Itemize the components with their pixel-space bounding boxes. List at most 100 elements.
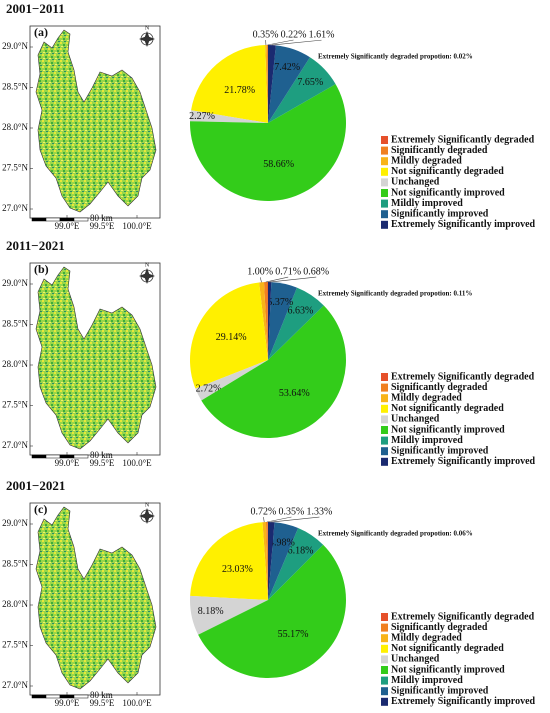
legend-swatch [381, 199, 388, 208]
legend-swatch [381, 697, 388, 706]
lat-label: 27.0°N [2, 440, 28, 450]
legend-swatch [381, 687, 388, 696]
legend-swatch [381, 394, 388, 403]
legend-label: Extremely Significantly degraded [391, 371, 535, 382]
leader-line [263, 517, 265, 523]
lat-label: 27.0°N [2, 680, 28, 690]
legend-label: Mildly improved [391, 435, 463, 446]
lat-label: 28.0°N [2, 359, 28, 369]
lat-label: 28.5°N [2, 82, 28, 92]
lat-label: 27.5°N [2, 400, 28, 410]
legend-swatch [381, 373, 388, 381]
pie-slice [265, 522, 268, 600]
north-arrow [139, 268, 155, 284]
panel-label: (c) [34, 502, 47, 516]
panel-label: (b) [34, 262, 49, 276]
panel-heading: 2001−2011 [6, 1, 65, 16]
value-label: 53.64% [279, 388, 310, 399]
annotation: Extremely Significantly degraded propoti… [318, 530, 473, 538]
map-region [35, 266, 157, 450]
legend-swatch [381, 136, 388, 144]
lat-label: 29.0°N [2, 41, 28, 51]
lat-label: 27.0°N [2, 203, 28, 213]
legend-label: Significantly improved [391, 208, 489, 219]
legend-label: Mildly degraded [391, 632, 462, 643]
legend-swatch [381, 634, 388, 643]
leader-line [259, 277, 262, 283]
legend-swatch [381, 146, 388, 155]
pie-slice [263, 282, 268, 360]
legend-label: Significantly degraded [391, 145, 488, 156]
legend-label: Not significantly improved [391, 424, 505, 435]
scale-bar [45, 694, 61, 699]
scale-label: 80 km [90, 450, 113, 460]
value-label: 1.00% [247, 267, 273, 278]
pie-slice [259, 282, 268, 360]
legend-label: Mildly improved [391, 675, 463, 686]
annotation: Extremely Significantly degraded propoti… [318, 290, 472, 298]
pie-slice [266, 45, 268, 123]
lat-label: 27.5°N [2, 640, 28, 650]
legend-swatch [381, 220, 388, 229]
value-label: 2.72% [196, 384, 222, 395]
annotation: Extremely Significantly degraded propoti… [318, 53, 473, 61]
value-label: 7.42% [274, 62, 300, 73]
lon-label: 99.0°E [55, 698, 80, 708]
legend-swatch [381, 157, 388, 166]
value-label: 23.03% [222, 564, 253, 575]
legend-swatch [381, 178, 388, 187]
scale-bar [45, 454, 61, 459]
scale-bar [59, 454, 75, 459]
scale-bar [73, 694, 89, 699]
legend-label: Unchanged [391, 177, 440, 188]
pie-slice [268, 287, 324, 360]
legend-label: Mildly improved [391, 198, 463, 209]
value-label: 0.35% [253, 29, 279, 40]
legend-label: Significantly degraded [391, 622, 488, 633]
scale-bar [59, 694, 75, 699]
lat-label: 29.0°N [2, 278, 28, 288]
pie-slice [268, 528, 324, 600]
legend-label: Not significantly improved [391, 187, 505, 198]
lat-label: 28.5°N [2, 319, 28, 329]
lat-label: 27.5°N [2, 163, 28, 173]
north-arrow [139, 508, 155, 524]
legend-label: Significantly improved [391, 445, 489, 456]
value-label: 2.27% [189, 111, 215, 122]
pie-slice [189, 84, 347, 202]
scale-bar [73, 454, 89, 459]
value-label: 6.18% [288, 546, 314, 557]
pie-slice [265, 45, 268, 123]
legend-swatch [381, 404, 388, 413]
north-arrow [139, 31, 155, 47]
lon-label: 99.5°E [90, 698, 115, 708]
scale-bar [31, 217, 47, 222]
leader-line [269, 276, 317, 283]
value-label: 6.63% [288, 306, 314, 317]
pie-slice [268, 522, 299, 600]
lat-label: 28.0°N [2, 122, 28, 132]
legend-label: Unchanged [391, 654, 440, 665]
value-label: 0.72% [251, 506, 277, 517]
legend-swatch [381, 436, 388, 445]
legend-swatch [381, 167, 388, 176]
value-label: 0.22% [281, 29, 307, 40]
leader-line [266, 516, 292, 523]
panel-label: (a) [34, 25, 48, 39]
map-region [35, 29, 157, 213]
scale-label: 80 km [90, 213, 113, 223]
value-label: 0.71% [275, 266, 301, 277]
legend-swatch [381, 676, 388, 685]
value-label: 29.14% [216, 332, 247, 343]
legend-swatch [381, 189, 388, 197]
value-label: 1.61% [309, 29, 335, 40]
leader-line [267, 39, 294, 46]
legend-swatch [381, 447, 388, 456]
legend-swatch [381, 655, 388, 664]
lon-label: 99.5°E [90, 221, 115, 231]
lon-label: 100.0°E [122, 458, 152, 468]
legend-label: Not significantly degraded [391, 403, 504, 414]
lon-label: 99.0°E [55, 458, 80, 468]
value-label: 21.78% [224, 85, 255, 96]
